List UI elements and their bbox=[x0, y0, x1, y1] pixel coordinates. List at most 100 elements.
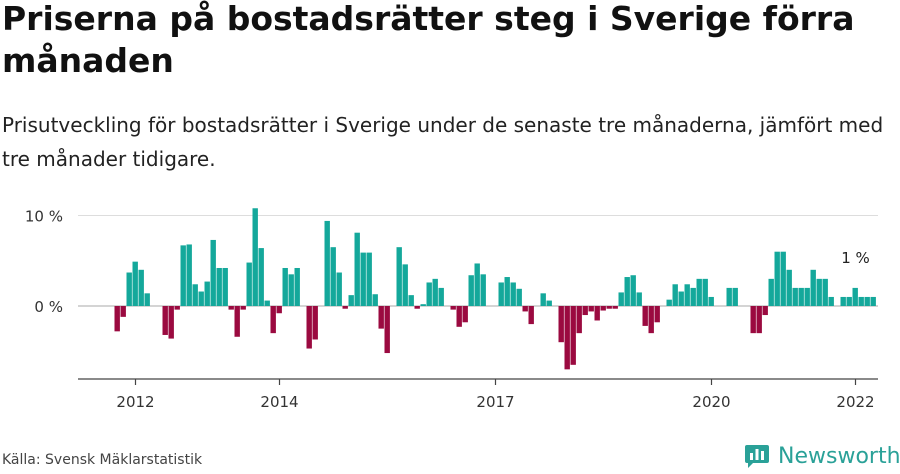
bar bbox=[240, 306, 246, 310]
bar bbox=[732, 287, 738, 306]
bar bbox=[792, 287, 798, 306]
bar bbox=[426, 282, 432, 306]
bar bbox=[570, 306, 576, 365]
bar bbox=[498, 282, 504, 306]
bar-chart: 0 % 10 % 2012 2014 2017 2020 2022 1 % bbox=[25, 208, 878, 411]
bar bbox=[558, 306, 564, 343]
bar bbox=[336, 272, 342, 306]
bar bbox=[822, 278, 828, 306]
bar bbox=[348, 295, 354, 306]
bar bbox=[378, 306, 384, 329]
bar bbox=[708, 296, 714, 306]
bar bbox=[588, 306, 594, 312]
chart-subtitle: Prisutveckling för bostadsrätter i Sveri… bbox=[2, 113, 884, 171]
bar bbox=[342, 306, 348, 309]
bar bbox=[174, 306, 180, 310]
bar bbox=[504, 277, 510, 306]
bar bbox=[234, 306, 240, 337]
chart-title: Priserna på bostadsrätter steg i Sverige… bbox=[2, 0, 855, 80]
bar bbox=[126, 272, 132, 306]
bar bbox=[648, 306, 654, 334]
bar bbox=[768, 278, 774, 306]
brand-name: Newsworthy bbox=[778, 443, 900, 469]
bar bbox=[396, 247, 402, 306]
bar bbox=[840, 296, 846, 306]
bar bbox=[636, 292, 642, 306]
bar bbox=[372, 294, 378, 306]
bar bbox=[246, 262, 252, 306]
x-tick-label: 2022 bbox=[836, 393, 874, 411]
bar bbox=[198, 291, 204, 306]
bar bbox=[222, 267, 228, 306]
bar bbox=[192, 284, 198, 306]
x-axis bbox=[78, 378, 878, 385]
bar bbox=[696, 278, 702, 306]
bar bbox=[462, 306, 468, 323]
x-tick-label: 2017 bbox=[476, 393, 514, 411]
newsworthy-logo-icon bbox=[745, 445, 769, 468]
bar bbox=[522, 306, 528, 312]
bar bbox=[750, 306, 756, 334]
bar bbox=[780, 251, 786, 306]
bar bbox=[630, 275, 636, 306]
bar bbox=[360, 252, 366, 306]
bar bbox=[510, 282, 516, 306]
bar bbox=[804, 287, 810, 306]
bar bbox=[612, 306, 618, 309]
bar bbox=[546, 300, 552, 306]
brand-logo-link[interactable]: Newsworthy bbox=[744, 441, 900, 471]
bar bbox=[576, 306, 582, 334]
bar bbox=[252, 208, 258, 306]
bar bbox=[480, 274, 486, 306]
bar bbox=[828, 296, 834, 306]
bar bbox=[678, 291, 684, 306]
bar bbox=[330, 247, 336, 306]
bar bbox=[582, 306, 588, 316]
bar bbox=[216, 267, 222, 306]
bar bbox=[702, 278, 708, 306]
bar bbox=[138, 269, 144, 306]
x-tick-label: 2012 bbox=[116, 393, 154, 411]
bar bbox=[672, 284, 678, 306]
bar bbox=[402, 264, 408, 306]
bar bbox=[276, 306, 282, 314]
bar bbox=[450, 306, 456, 310]
bar bbox=[594, 306, 600, 321]
bar bbox=[354, 232, 360, 306]
bar bbox=[186, 244, 192, 306]
bar bbox=[132, 261, 138, 306]
bar bbox=[420, 304, 426, 306]
bar bbox=[414, 306, 420, 309]
bar bbox=[786, 269, 792, 306]
bar bbox=[204, 281, 210, 306]
bar bbox=[162, 306, 168, 335]
bar bbox=[654, 306, 660, 323]
bar bbox=[726, 287, 732, 306]
y-tick-label: 10 % bbox=[25, 208, 63, 226]
bar bbox=[756, 306, 762, 334]
bar bbox=[516, 288, 522, 306]
bar bbox=[564, 306, 570, 370]
bar bbox=[366, 252, 372, 306]
bar bbox=[798, 287, 804, 306]
bar bbox=[528, 306, 534, 325]
bar bbox=[684, 284, 690, 306]
bar bbox=[642, 306, 648, 326]
bar bbox=[858, 296, 864, 306]
bar bbox=[606, 306, 612, 309]
bar bbox=[114, 306, 120, 332]
bar bbox=[816, 278, 822, 306]
bar bbox=[432, 278, 438, 306]
bar bbox=[120, 306, 126, 317]
bar bbox=[810, 269, 816, 306]
y-tick-label: 0 % bbox=[34, 298, 63, 316]
source-note: Källa: Svensk Mäklarstatistik bbox=[2, 452, 203, 468]
bar bbox=[282, 267, 288, 306]
bar bbox=[468, 275, 474, 306]
bar bbox=[870, 296, 876, 306]
bar bbox=[294, 267, 300, 306]
bar bbox=[408, 295, 414, 306]
bar bbox=[324, 220, 330, 306]
bar bbox=[210, 239, 216, 306]
bar bbox=[180, 245, 186, 306]
